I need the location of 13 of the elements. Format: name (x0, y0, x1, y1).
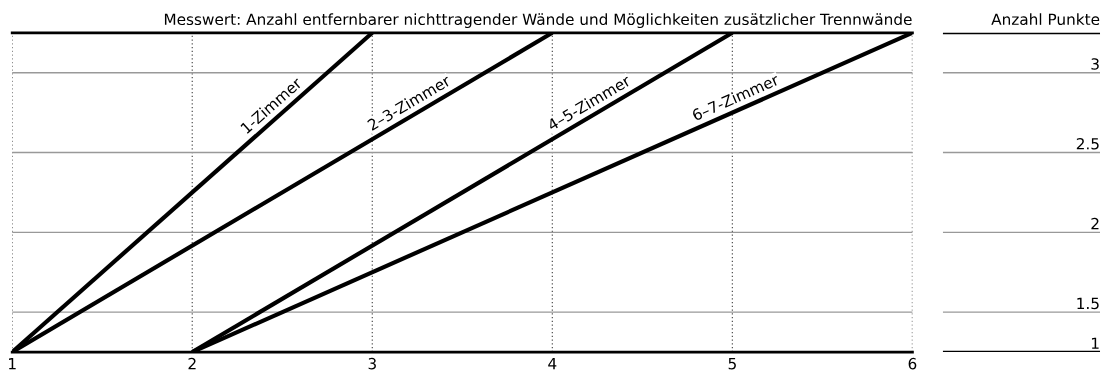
y-tick-label: 1 (1091, 337, 1099, 349)
y-axis-title: Anzahl Punkte (991, 13, 1100, 26)
x-tick-label: 3 (368, 357, 376, 370)
y-tick-label: 3 (1091, 58, 1099, 70)
x-tick-label: 5 (728, 358, 736, 370)
y-tick-label: 2.5 (1076, 138, 1099, 150)
x-tick-label: 4 (548, 358, 557, 370)
x-tick-label: 1 (9, 358, 16, 370)
x-tick-label: 6 (908, 357, 917, 370)
x-axis-title: Messwert: Anzahl entfernbarer nichttragender Wände und Möglichkeiten zusätzlicher Trennwände (164, 13, 912, 29)
y-tick-label: 1.5 (1077, 297, 1099, 310)
x-tick-label: 2 (188, 357, 196, 370)
y-tick-label: 2 (1091, 217, 1099, 230)
